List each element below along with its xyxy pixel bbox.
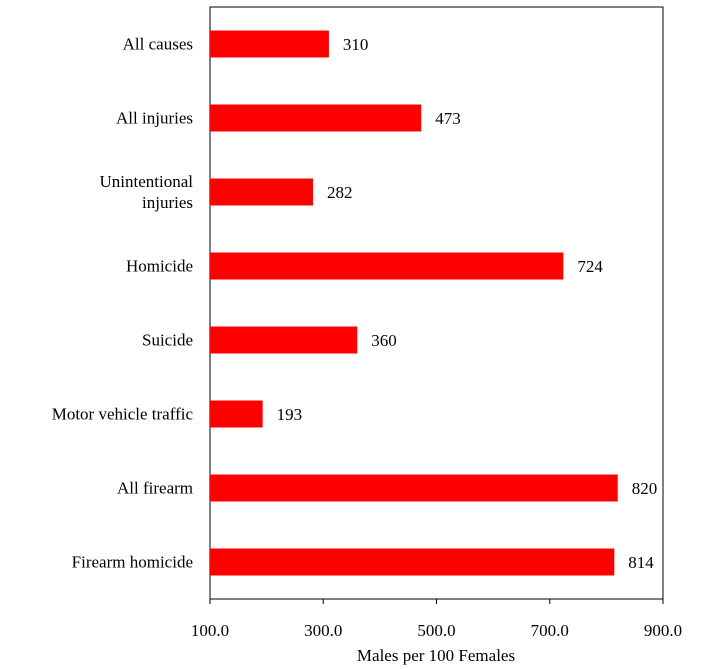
value-label: 473: [435, 109, 461, 128]
value-label: 814: [628, 553, 654, 572]
bar: [210, 474, 618, 502]
y-tick-label: Motor vehicle traffic: [51, 404, 193, 424]
y-tick-label: Unintentional injuries: [99, 172, 193, 212]
x-tick-label: 900.0: [644, 621, 682, 640]
bar: [210, 252, 564, 280]
y-tick-label: All firearm: [117, 478, 193, 498]
x-tick-label: 500.0: [417, 621, 455, 640]
bar: [210, 326, 358, 354]
bar: [210, 104, 422, 132]
y-tick-label: All causes: [122, 34, 193, 54]
value-label: 724: [577, 257, 603, 276]
value-label: 820: [632, 479, 658, 498]
bar: [210, 548, 615, 576]
y-tick-label: All injuries: [116, 108, 193, 128]
bar: [210, 400, 263, 428]
x-tick-label: 700.0: [531, 621, 569, 640]
bar: [210, 30, 329, 58]
value-label: 282: [327, 183, 353, 202]
y-tick-label: Suicide: [142, 330, 193, 350]
value-label: 360: [371, 331, 397, 350]
value-label: 193: [277, 405, 303, 424]
y-tick-label: Firearm homicide: [71, 552, 193, 572]
value-label: 310: [343, 35, 369, 54]
plot-frame: [209, 6, 664, 600]
x-axis-title: Males per 100 Females: [357, 646, 515, 665]
y-tick-label: Homicide: [125, 256, 193, 276]
x-tick-label: 100.0: [191, 621, 229, 640]
x-tick-label: 300.0: [304, 621, 342, 640]
bar: [210, 178, 314, 206]
